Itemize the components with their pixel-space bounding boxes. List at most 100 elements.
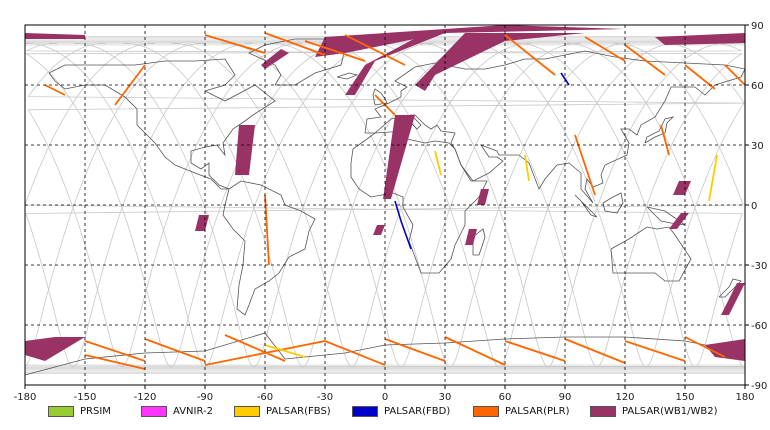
- coastline-new-zealand: [718, 278, 742, 298]
- x-tick-label: -180: [14, 392, 37, 400]
- legend-swatch-prism: [48, 405, 74, 417]
- swath-palsar-plr: [264, 194, 270, 266]
- coastline-eurasia: [364, 50, 746, 204]
- swath-palsar-fbd: [400, 220, 412, 250]
- coastline-japan: [644, 116, 675, 144]
- x-tick-label: 0: [382, 392, 388, 400]
- swath-palsar-plr: [564, 338, 626, 364]
- x-tick-label: -60: [257, 392, 273, 400]
- x-tick-label: -150: [74, 392, 97, 400]
- swath-palsar-plr: [504, 34, 556, 76]
- coastline-australia: [610, 226, 692, 282]
- swath-palsar-plr: [504, 340, 566, 362]
- swath-palsar-plr: [304, 40, 366, 62]
- swath-palsar-wb: [195, 215, 209, 231]
- coverage-map: -180 -150 -120 -90 -60 -30 0 30 60 90 120 150 180 90…: [14, 21, 768, 400]
- orbit-track: [318, 42, 680, 368]
- swath-palsar-plr: [84, 354, 146, 370]
- legend: PRSIM AVNIR-2 PALSAR(FBS) PALSAR(FBD) PA…: [0, 400, 770, 424]
- swath-palsar-wb: [261, 49, 289, 69]
- legend-swatch-avnir2: [141, 405, 167, 417]
- swath-palsar-plr: [660, 124, 670, 156]
- y-tick-label: -60: [751, 321, 767, 332]
- swath-palsar-plr: [344, 34, 406, 66]
- legend-item-palsar-fbs: PALSAR(FBS): [234, 404, 331, 418]
- legend-label-palsar-fbs: PALSAR(FBS): [266, 405, 331, 417]
- legend-swatch-palsar-plr: [473, 405, 499, 417]
- legend-label-palsar-wb: PALSAR(WB1/WB2): [622, 405, 718, 417]
- orbit-track: [73, 42, 435, 368]
- swath-palsar-plr: [624, 44, 666, 76]
- swath-palsar-plr: [204, 34, 266, 54]
- x-tick-label: 180: [735, 392, 754, 400]
- swath-palsar-plr: [384, 338, 446, 362]
- swath-palsar-fbs: [708, 154, 718, 202]
- swath-palsar-wb: [721, 283, 745, 315]
- swath-palsar-wb: [415, 33, 585, 91]
- x-tick-label: -120: [134, 392, 157, 400]
- legend-label-prism: PRSIM: [80, 405, 111, 417]
- x-tick-label: 30: [439, 392, 452, 400]
- y-tick-label: 30: [751, 141, 764, 152]
- y-axis-ticks: 90 60 30 0 -30 -60 -90: [745, 21, 767, 392]
- swath-palsar-fbs: [434, 150, 442, 176]
- x-tick-label: 150: [675, 392, 694, 400]
- orbit-track: [269, 42, 631, 368]
- coastline-borneo: [602, 192, 624, 214]
- swath-palsar-fbd: [394, 200, 402, 222]
- swath-palsar-wb: [669, 213, 689, 229]
- orbit-track: [24, 42, 742, 368]
- y-tick-label: 0: [751, 201, 757, 212]
- x-tick-label: -90: [197, 392, 213, 400]
- orbit-track: [27, 42, 745, 368]
- swath-palsar-fbs: [524, 154, 530, 182]
- legend-label-avnir2: AVNIR-2: [173, 405, 213, 417]
- acquisition-swaths: [25, 25, 746, 370]
- x-tick-label: 60: [499, 392, 512, 400]
- swath-palsar-plr: [584, 36, 626, 62]
- orbit-track: [122, 42, 484, 368]
- legend-swatch-palsar-fbs: [234, 405, 260, 417]
- swath-palsar-wb: [655, 33, 745, 45]
- swath-palsar-plr: [84, 340, 146, 362]
- y-tick-label: -30: [751, 261, 767, 272]
- orbit-track: [220, 42, 582, 368]
- swath-palsar-plr: [264, 32, 326, 56]
- swath-palsar-fbs: [264, 344, 306, 358]
- orbit-track: [171, 42, 533, 368]
- x-tick-label: 90: [559, 392, 572, 400]
- swath-palsar-plr: [724, 64, 746, 86]
- swath-palsar-wb: [315, 25, 625, 57]
- swath-palsar-wb: [345, 33, 445, 95]
- swath-palsar-wb: [25, 33, 85, 39]
- swath-palsar-plr: [204, 340, 326, 366]
- legend-item-avnir2: AVNIR-2: [141, 404, 213, 418]
- legend-label-palsar-fbd: PALSAR(FBD): [384, 405, 451, 417]
- coastline-north-america: [48, 58, 276, 190]
- swath-palsar-wb: [465, 229, 477, 245]
- swath-palsar-wb: [235, 125, 255, 175]
- orbit-track: [25, 42, 744, 368]
- swath-palsar-wb: [373, 225, 385, 235]
- x-tick-label: 120: [615, 392, 634, 400]
- x-tick-label: -30: [317, 392, 333, 400]
- orbit-track: [24, 42, 745, 368]
- swath-palsar-plr: [444, 336, 506, 366]
- swath-palsar-wb: [705, 339, 745, 361]
- y-tick-label: -90: [751, 381, 767, 392]
- coastlines: [24, 38, 746, 376]
- swath-palsar-wb: [383, 115, 415, 199]
- coastline-britain: [372, 88, 388, 106]
- swath-palsar-plr: [44, 84, 66, 96]
- legend-label-palsar-plr: PALSAR(PLR): [505, 405, 570, 417]
- swath-palsar-plr: [144, 338, 206, 362]
- coastline-iceland: [336, 72, 359, 80]
- swath-palsar-plr: [224, 334, 286, 362]
- swath-palsar-plr: [624, 340, 686, 362]
- swath-palsar-wb: [673, 181, 691, 195]
- swath-palsar-plr: [324, 340, 386, 366]
- legend-item-palsar-fbd: PALSAR(FBD): [352, 404, 450, 418]
- legend-swatch-palsar-wb: [590, 405, 616, 417]
- legend-swatch-palsar-fbd: [352, 405, 378, 417]
- x-axis-ticks: -180 -150 -120 -90 -60 -30 0 30 60 90 120 150 180: [14, 385, 755, 400]
